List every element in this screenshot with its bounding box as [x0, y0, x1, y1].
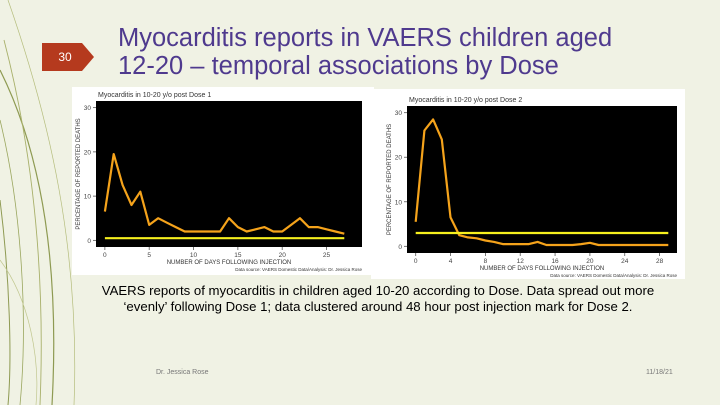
dose-2-chart-svg: Myocarditis in 10-20 y/o post Dose 2 0 10 2…: [387, 97, 677, 278]
dose-1-x-tick-label: 15: [234, 252, 242, 259]
footer-date: 11/18/21: [646, 369, 673, 376]
dose-1-x-axis-label: NUMBER OF DAYS FOLLOWING INJECTION: [167, 260, 292, 266]
dose-1-x-tick-label: 0: [103, 252, 107, 259]
dose-1-y-tick-label: 20: [84, 149, 92, 156]
dose-2-x-tick-label: 12: [517, 258, 525, 265]
dose-1-x-tick-label: 25: [323, 252, 331, 259]
dose-2-y-tick-label: 30: [395, 110, 403, 117]
dose-1-y-tick-label: 10: [84, 194, 92, 201]
dose-2-x-tick-label: 8: [484, 258, 488, 265]
dose-1-chart: Myocarditis in 10-20 y/o post Dose 1 0 10 2…: [72, 87, 374, 275]
slide-title-line-2: 12-20 – temporal associations by Dose: [118, 52, 559, 80]
slide-title: Myocarditis reports in VAERS children ag…: [118, 24, 678, 80]
dose-1-x-tick-label: 20: [279, 252, 287, 259]
dose-1-plot-area: [96, 101, 362, 247]
dose-2-x-tick-label: 16: [551, 258, 559, 265]
dose-2-x-tick-label: 20: [586, 258, 594, 265]
dose-2-y-tick-label: 10: [395, 199, 403, 206]
dose-1-y-tick-label: 30: [84, 105, 92, 112]
slide-number-badge: 30: [42, 43, 94, 71]
slide-title-line-1: Myocarditis reports in VAERS children ag…: [118, 24, 613, 52]
dose-2-x-tick-label: 28: [656, 258, 664, 265]
dose-1-myocarditis-series-line: [103, 152, 345, 235]
dose-2-y-tick-label: 20: [395, 155, 403, 162]
footer-author: Dr. Jessica Rose: [156, 369, 209, 376]
dose-1-y-axis-label: PERCENTAGE OF REPORTED DEATHS: [76, 118, 82, 229]
dose-2-chart-title: Myocarditis in 10-20 y/o post Dose 2: [409, 97, 522, 104]
dose-1-x-tick-label: 10: [190, 252, 198, 259]
dose-1-chart-title: Myocarditis in 10-20 y/o post Dose 1: [98, 92, 211, 99]
dose-2-x-tick-label: 24: [621, 258, 629, 265]
dose-1-x-tick-label: 5: [147, 252, 151, 259]
dose-2-chart: Myocarditis in 10-20 y/o post Dose 2 0 10 2…: [371, 89, 685, 279]
slide-number: 30: [58, 50, 72, 64]
slide-caption: VAERS reports of myocarditis in children…: [101, 283, 655, 314]
dose-2-plot-area: [407, 106, 677, 253]
dose-1-source-note: Data source: VAERS Domestic Data/Analysi…: [235, 267, 362, 272]
dose-2-x-tick-label: 0: [414, 258, 418, 265]
dose-1-chart-svg: Myocarditis in 10-20 y/o post Dose 1 0 10 2…: [76, 92, 362, 272]
dose-2-y-tick-label: 0: [398, 244, 402, 251]
dose-2-x-axis-label: NUMBER OF DAYS FOLLOWING INJECTION: [480, 266, 605, 272]
dose-2-source-note: Data source: VAERS Domestic Data/Analysi…: [550, 273, 677, 278]
dose-2-y-axis-label: PERCENTAGE OF REPORTED DEATHS: [387, 124, 393, 235]
dose-2-x-tick-label: 4: [449, 258, 453, 265]
dose-1-y-tick-label: 0: [87, 238, 91, 245]
